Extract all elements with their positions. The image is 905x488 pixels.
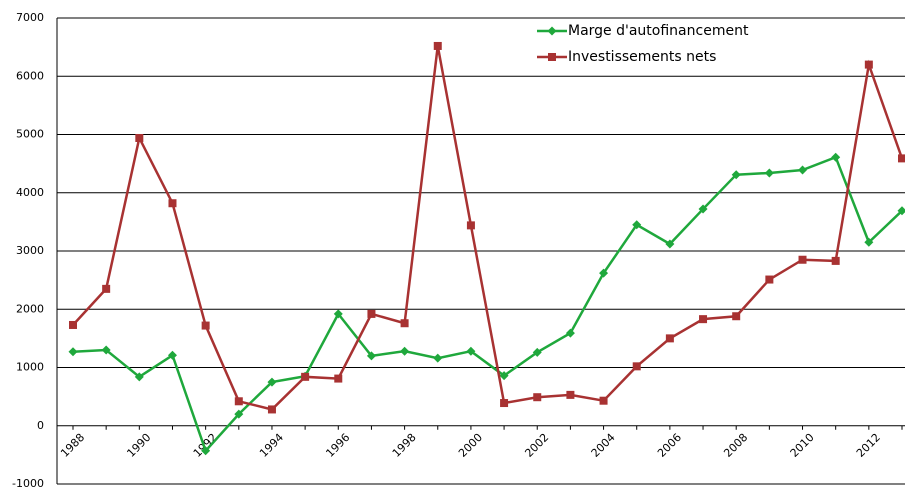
point (864, 60, 873, 69)
point (400, 346, 410, 356)
point (167, 350, 177, 360)
point (466, 346, 476, 356)
x-tick-label: 1998 (390, 431, 419, 460)
point (897, 206, 905, 216)
x-tick-label: 1990 (124, 431, 153, 460)
point (466, 221, 475, 230)
y-tick-label: 1000 (16, 361, 44, 374)
legend-label: Investissements nets (568, 49, 716, 65)
point (68, 347, 78, 357)
point (533, 393, 542, 402)
point (69, 320, 77, 329)
x-tick-label: 2008 (721, 431, 750, 460)
point (367, 309, 376, 318)
point (898, 154, 905, 163)
point (101, 345, 111, 355)
point (135, 133, 144, 142)
point (333, 309, 343, 319)
y-tick-label: 5000 (16, 128, 44, 141)
point (599, 268, 609, 278)
point (665, 239, 675, 249)
point (765, 275, 774, 284)
point (234, 409, 244, 419)
series-line (72, 155, 903, 454)
point (201, 446, 211, 456)
point (665, 334, 674, 343)
y-tick-label: 3000 (16, 244, 44, 257)
y-tick-label: 7000 (16, 11, 44, 24)
point (499, 371, 509, 381)
point (433, 353, 443, 363)
y-tick-label: 0 (37, 419, 44, 432)
point (334, 374, 343, 383)
point (532, 347, 542, 357)
y-tick-label: 6000 (16, 69, 44, 82)
legend-marker (547, 26, 557, 36)
point (632, 362, 641, 371)
point (698, 204, 708, 214)
y-tick-label: 4000 (16, 186, 44, 199)
y-tick-label: -1000 (12, 477, 44, 488)
x-tick-label: 2002 (522, 431, 551, 460)
point (565, 328, 575, 338)
x-tick-label: 2006 (655, 431, 684, 460)
x-tick-label: 2000 (456, 431, 485, 460)
point (798, 255, 807, 264)
point (798, 165, 808, 175)
point (699, 315, 708, 324)
point (366, 351, 376, 361)
point (732, 312, 741, 321)
point (764, 168, 774, 178)
y-tick-label: 2000 (16, 302, 44, 315)
point (731, 170, 741, 180)
point (433, 41, 442, 50)
x-tick-label: 1994 (257, 431, 286, 460)
point (632, 220, 642, 230)
point (267, 377, 277, 387)
point (566, 390, 575, 399)
x-tick-label: 1988 (58, 431, 87, 460)
point (301, 372, 310, 381)
point (102, 284, 111, 293)
point (400, 319, 409, 328)
x-tick-label: 1992 (191, 431, 220, 460)
point (267, 405, 276, 414)
point (831, 152, 841, 162)
x-tick-label: 2010 (788, 431, 817, 460)
point (134, 372, 144, 382)
point (201, 321, 210, 330)
legend-marker (548, 53, 556, 61)
point (500, 399, 509, 408)
point (831, 256, 840, 265)
x-tick-label: 1996 (323, 431, 352, 460)
x-tick-label: 2012 (854, 431, 883, 460)
x-tick-label: 2004 (589, 431, 618, 460)
point (864, 237, 874, 247)
point (234, 397, 243, 406)
point (599, 396, 608, 405)
legend-label: Marge d'autofinancement (568, 23, 749, 39)
series-line (72, 45, 904, 411)
point (168, 199, 177, 208)
